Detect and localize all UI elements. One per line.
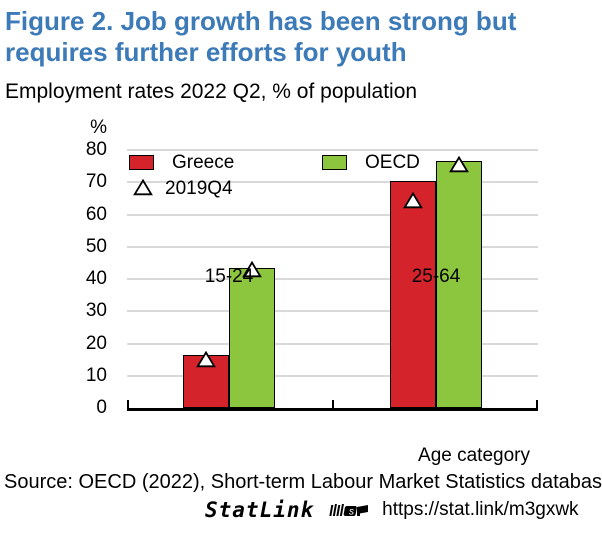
marker-2019q4-oecd-25-64 xyxy=(449,156,469,173)
y-axis-unit-label: % xyxy=(90,117,107,138)
x-axis-tick-0 xyxy=(127,400,129,408)
legend-swatch-oecd xyxy=(322,155,347,170)
x-axis-tick-2 xyxy=(536,400,538,408)
bar-oecd-25-64 xyxy=(436,161,482,408)
x-axis-tick-1 xyxy=(331,400,334,408)
legend-marker-2019q4 xyxy=(133,178,153,195)
legend-label-2019q4: 2019Q4 xyxy=(165,178,233,199)
gridline-30 xyxy=(127,310,538,313)
statlink-url[interactable]: https://stat.link/m3gxwk xyxy=(382,499,579,520)
x-axis-title: Age category xyxy=(418,445,530,466)
figure-title-line2: requires further efforts for youth xyxy=(5,37,407,67)
statlink-icon: s xyxy=(326,501,370,519)
svg-text:s: s xyxy=(349,507,354,518)
y-tick-label-40: 40 xyxy=(85,268,107,289)
y-tick-label-80: 80 xyxy=(85,139,107,160)
legend-label-oecd: OECD xyxy=(365,152,420,173)
gridline-60 xyxy=(127,213,538,216)
y-tick-label-50: 50 xyxy=(85,235,107,257)
marker-2019q4-greece-25-64 xyxy=(403,192,423,209)
gridline-50 xyxy=(127,245,538,248)
statlink-logo-text: StatLink xyxy=(205,498,315,522)
marker-2019q4-oecd-15-24 xyxy=(242,260,262,278)
gridline-70 xyxy=(127,181,538,184)
bar-oecd-15-24 xyxy=(229,268,275,408)
y-tick-label-0: 0 xyxy=(96,397,107,418)
legend-label-greece: Greece xyxy=(172,152,235,173)
y-tick-label-20: 20 xyxy=(85,332,107,354)
statlink-row: StatLink s https://stat.link/m3gxwk xyxy=(205,498,579,522)
bar-greece-25-64 xyxy=(390,180,436,408)
gridline-20 xyxy=(127,342,538,345)
y-tick-label-70: 70 xyxy=(85,171,107,193)
x-category-label-25-64: 25-64 xyxy=(411,266,461,287)
plot-area: Greece OECD 2019Q4 xyxy=(127,149,538,411)
y-tick-label-10: 10 xyxy=(85,364,107,386)
legend-swatch-greece xyxy=(129,155,154,170)
figure-title-line1: Figure 2. Job growth has been strong but xyxy=(5,6,517,36)
gridline-80 xyxy=(127,149,538,151)
source-note: Source: OECD (2022), Short-term Labour M… xyxy=(4,471,602,493)
y-tick-label-60: 60 xyxy=(85,203,107,225)
y-tick-label-30: 30 xyxy=(85,300,107,322)
gridline-40 xyxy=(127,278,538,280)
x-category-label-15-24: 15-24 xyxy=(204,266,254,287)
figure-subtitle: Employment rates 2022 Q2, % of populatio… xyxy=(5,80,418,103)
gridline-10 xyxy=(127,374,538,377)
marker-2019q4-greece-15-24 xyxy=(196,351,216,368)
